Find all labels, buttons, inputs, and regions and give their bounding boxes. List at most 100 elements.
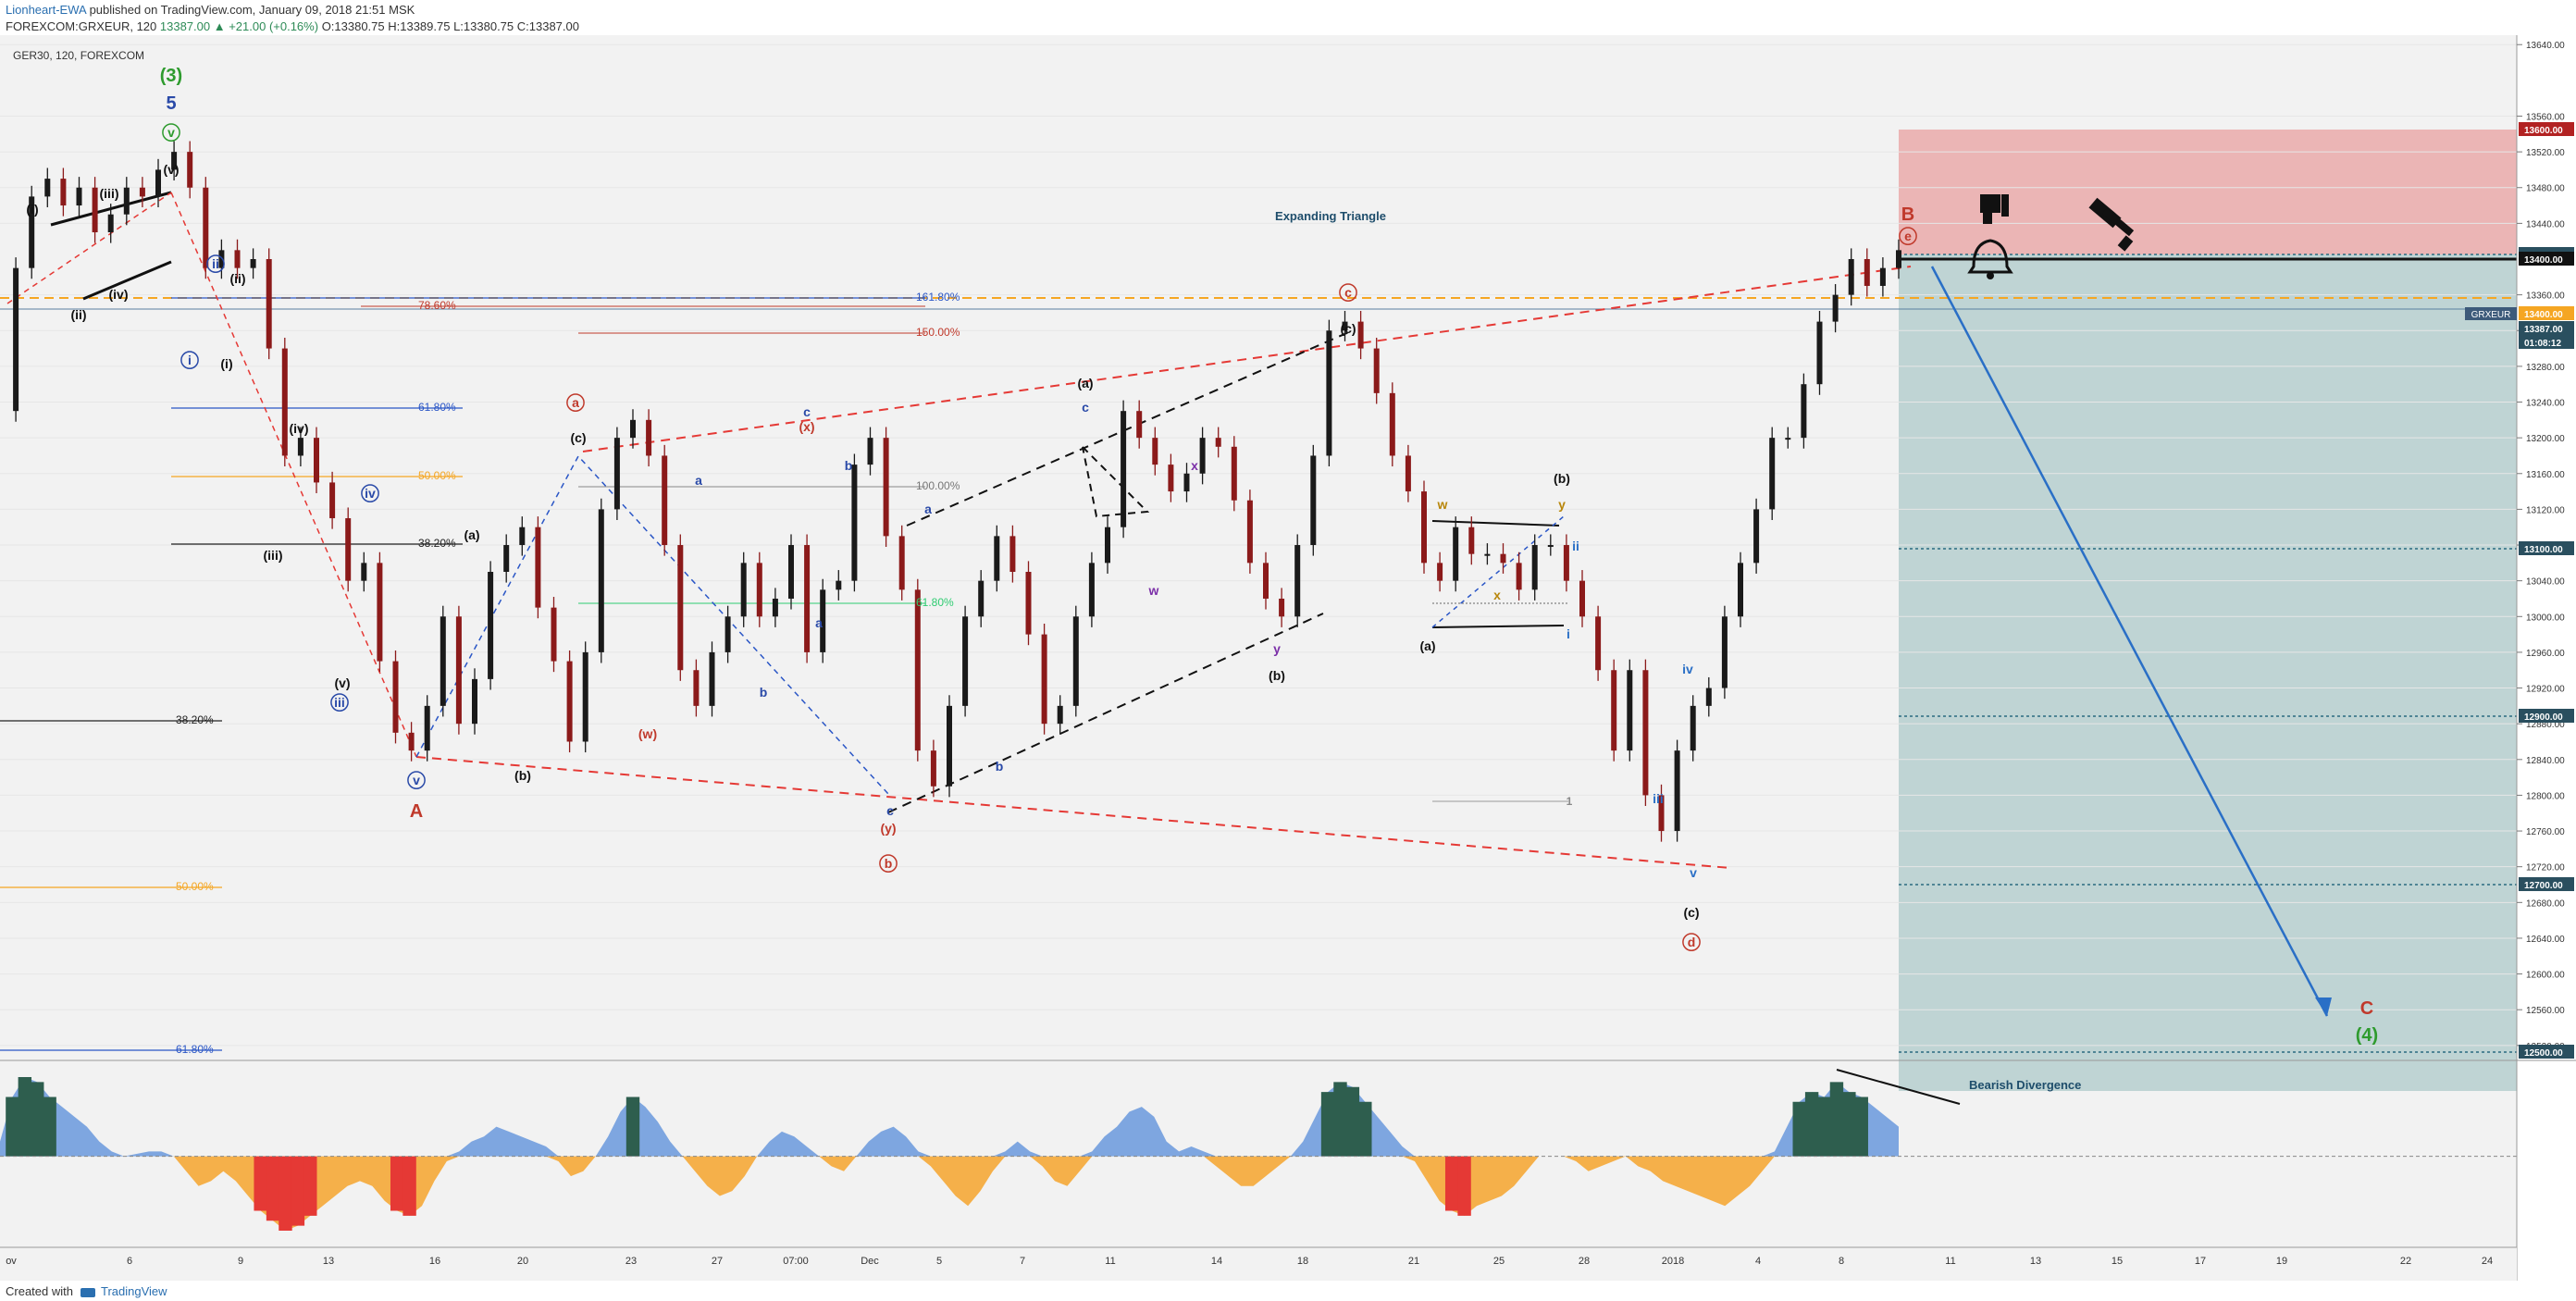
- price-axis[interactable]: [2517, 35, 2576, 1281]
- candle-body: [962, 616, 969, 706]
- price-tick-label: 13440.00: [2526, 219, 2565, 229]
- triangle-lower-line: [1431, 625, 1565, 628]
- chart-footer: Created with TradingView: [0, 1281, 2576, 1301]
- wave-circle: [1339, 283, 1357, 302]
- wave-label: (c): [1340, 321, 1356, 336]
- fib-label: 61.80%: [916, 596, 954, 609]
- time-tick-label: 11: [1945, 1256, 1955, 1267]
- candle-body: [1215, 438, 1221, 447]
- candle-body: [898, 536, 905, 590]
- candle-body: [297, 438, 303, 456]
- time-tick-label: 19: [2276, 1256, 2287, 1267]
- price-tick-label: 12920.00: [2526, 685, 2565, 695]
- time-tick-label: 24: [2482, 1256, 2493, 1267]
- wave-label: c: [803, 404, 811, 419]
- candle-body: [1231, 446, 1237, 501]
- thumbs-down-icon[interactable]: [1980, 194, 2009, 224]
- price-tick-label: 13640.00: [2526, 41, 2565, 51]
- wave-circle: [1899, 227, 1917, 245]
- supply-zone: [1899, 130, 2517, 254]
- wave-circle: [330, 693, 349, 712]
- candle-body: [1500, 553, 1506, 564]
- time-tick-label: 15: [2112, 1256, 2123, 1267]
- wave-label: ii: [212, 256, 219, 271]
- candle-body: [1326, 330, 1332, 456]
- price-tick-label: 12720.00: [2526, 863, 2565, 874]
- price-tag-label: 13400.00: [2524, 310, 2563, 320]
- time-axis[interactable]: [0, 1247, 2517, 1281]
- price-tick-label: 13120.00: [2526, 505, 2565, 515]
- price-tag-label: 12900.00: [2524, 712, 2563, 723]
- candle-body: [677, 545, 684, 671]
- candle-body: [930, 750, 936, 787]
- bell-icon[interactable]: [1967, 239, 2013, 279]
- fib-label: 161.80%: [916, 291, 960, 304]
- wave-label: (b): [514, 768, 531, 783]
- time-tick-label: 7: [1020, 1256, 1025, 1267]
- candle-body: [361, 563, 367, 581]
- candle-body: [994, 536, 1000, 581]
- time-tick-label: Dec: [861, 1256, 879, 1267]
- wave-label: (ii): [70, 307, 86, 322]
- tradingview-link[interactable]: TradingView: [100, 1284, 167, 1298]
- time-tick-label: 4: [1755, 1256, 1761, 1267]
- candle-body: [804, 545, 811, 652]
- created-with-text: Created with: [6, 1284, 73, 1298]
- candle-body: [519, 527, 526, 546]
- wave-label: b: [996, 759, 1004, 774]
- wave-circle: [180, 351, 199, 369]
- candle-body: [598, 509, 604, 652]
- fib-label: 100.00%: [916, 479, 960, 492]
- wave-label: (iii): [100, 186, 119, 201]
- fib-label: 78.60%: [418, 299, 456, 312]
- price-tag-label: 12700.00: [2524, 881, 2563, 891]
- price-tag-label: 12500.00: [2524, 1048, 2563, 1059]
- gavel-icon[interactable]: [2088, 197, 2135, 252]
- wave-circle: [361, 484, 379, 502]
- time-tick-label: 28: [1579, 1256, 1590, 1267]
- price-tick-label: 13160.00: [2526, 470, 2565, 480]
- price-tag-label: 13400.00: [2524, 255, 2563, 266]
- time-tick-label: 21: [1408, 1256, 1419, 1267]
- fib-label: 150.00%: [916, 326, 960, 339]
- candle-body: [1563, 545, 1569, 581]
- time-tick-label: 07:00: [783, 1256, 809, 1267]
- candle-body: [1658, 795, 1665, 832]
- candle-body: [281, 348, 288, 456]
- price-tag: [2519, 122, 2574, 136]
- candle-body: [1611, 670, 1617, 751]
- bearish-divergence-label: Bearish Divergence: [1969, 1078, 2081, 1092]
- candle-body: [1547, 545, 1554, 548]
- time-tick-label: ov: [6, 1256, 17, 1267]
- symbol: FOREXCOM:GRXEUR, 120: [6, 19, 157, 33]
- candle-body: [914, 589, 921, 751]
- wave-label: (iii): [264, 548, 283, 563]
- wave-label: y: [1273, 641, 1281, 656]
- candle-body: [1437, 563, 1443, 581]
- candle-body: [1373, 348, 1380, 393]
- wave-label: (iv): [109, 287, 129, 302]
- candle-body: [883, 438, 889, 537]
- publisher-name[interactable]: Lionheart-EWA: [6, 3, 86, 17]
- candle-body: [1199, 438, 1206, 474]
- price-tick-label: 13360.00: [2526, 291, 2565, 302]
- wave-circle: [879, 854, 898, 873]
- candle-body: [1168, 465, 1174, 492]
- wave-label: (ii): [229, 271, 245, 286]
- wave-label: (c): [570, 430, 586, 445]
- wave-label: x: [1493, 588, 1501, 602]
- candle-body: [1279, 598, 1285, 617]
- wave-label: (b): [1269, 668, 1285, 683]
- candle-body: [1246, 500, 1253, 564]
- candle-body: [377, 563, 383, 662]
- price-tag-label: 13387.00: [2524, 325, 2563, 335]
- wave-label: B: [1901, 204, 1914, 225]
- chart-canvas[interactable]: 161.80%78.60%150.00%61.80%50.00%100.00%3…: [0, 35, 2576, 1281]
- divergence-line: [1836, 1069, 1961, 1105]
- price-tag: [2519, 321, 2574, 335]
- zigzag-blue-line: [415, 454, 889, 795]
- time-tick-label: 16: [429, 1256, 440, 1267]
- wave-label: 1: [1567, 795, 1573, 808]
- wave-label: (w): [638, 726, 657, 741]
- candle-body: [1484, 553, 1491, 556]
